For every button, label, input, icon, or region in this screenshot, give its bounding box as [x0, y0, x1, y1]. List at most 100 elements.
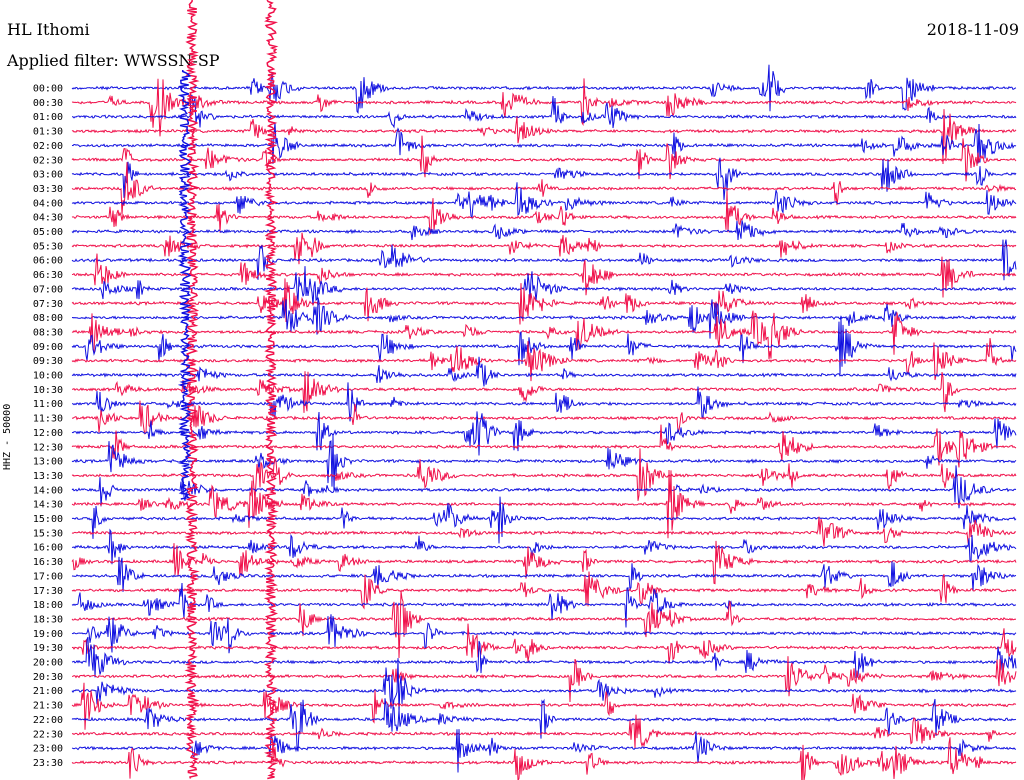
row-time-label: 08:00 — [33, 313, 63, 324]
trace-row-0530 — [71, 232, 1017, 265]
trace-row-1530 — [71, 516, 1017, 547]
trace-row-0500 — [71, 220, 1017, 241]
row-time-label: 19:00 — [33, 629, 63, 640]
trace-row-0930 — [71, 338, 1017, 382]
row-time-label: 12:00 — [33, 428, 63, 439]
row-time-label: 21:00 — [33, 686, 63, 697]
trace-row-1300 — [71, 435, 1017, 492]
row-time-label: 02:00 — [33, 141, 63, 152]
trace-row-2030 — [71, 656, 1017, 703]
trace-row-1900 — [71, 614, 1017, 654]
row-time-label: 13:00 — [33, 457, 63, 468]
trace-row-0230 — [71, 135, 1017, 182]
row-time-label: 04:00 — [33, 198, 63, 209]
row-time-label: 03:00 — [33, 170, 63, 181]
row-time-label: 12:30 — [33, 442, 63, 453]
row-time-label: 09:00 — [33, 342, 63, 353]
trace-row-1830 — [71, 591, 1017, 659]
row-time-label: 17:00 — [33, 571, 63, 582]
trace-row-1330 — [71, 448, 1017, 501]
row-time-label: 00:30 — [33, 98, 63, 109]
row-time-label: 23:30 — [33, 758, 63, 769]
trace-row-0700 — [71, 266, 1017, 306]
row-time-label: 09:30 — [33, 356, 63, 367]
event-streak — [263, 0, 279, 780]
date-label: 2018-11-09 — [926, 20, 1019, 39]
row-time-label: 18:30 — [33, 614, 63, 625]
trace-row-0100 — [72, 94, 1017, 129]
row-time-label: 16:00 — [33, 543, 63, 554]
trace-row-1400 — [71, 465, 1017, 509]
event-streak — [184, 0, 200, 779]
trace-row-2000 — [71, 636, 1017, 679]
trace-row-1500 — [71, 496, 1017, 544]
trace-row-0730 — [71, 278, 1017, 325]
row-time-label: 04:30 — [33, 213, 63, 224]
row-time-label: 23:00 — [33, 744, 63, 755]
station-title: HL Ithomi — [7, 20, 90, 39]
row-time-label: 02:30 — [33, 155, 63, 166]
row-time-label: 15:30 — [33, 528, 63, 539]
row-time-label: 10:00 — [33, 371, 63, 382]
row-time-label: 10:30 — [33, 385, 63, 396]
event-streak — [177, 69, 193, 500]
trace-row-0200 — [71, 122, 1017, 164]
trace-row-0630 — [71, 253, 1017, 298]
trace-row-0800 — [71, 297, 1017, 339]
trace-row-2330 — [71, 737, 1017, 780]
row-time-label: 01:30 — [33, 127, 63, 138]
row-time-label: 14:30 — [33, 500, 63, 511]
trace-row-1630 — [71, 540, 1017, 585]
row-time-label: 17:30 — [33, 586, 63, 597]
trace-row-2100 — [71, 658, 1017, 714]
row-time-label: 01:00 — [33, 112, 63, 123]
row-time-label: 18:00 — [33, 600, 63, 611]
filter-label: Applied filter: WWSSN-SP — [7, 51, 220, 70]
row-time-label: 11:30 — [33, 414, 63, 425]
trace-row-1000 — [71, 356, 1017, 387]
trace-row-1600 — [71, 528, 1017, 565]
trace-row-1430 — [71, 469, 1016, 539]
trace-row-2230 — [71, 714, 1017, 749]
trace-row-0400 — [71, 182, 1017, 220]
trace-row-1700 — [71, 556, 1017, 592]
row-time-label: 19:30 — [33, 643, 63, 654]
row-time-label: 20:00 — [33, 658, 63, 669]
row-time-label: 16:30 — [33, 557, 63, 568]
trace-row-0030 — [71, 78, 1017, 137]
trace-row-0600 — [71, 239, 1017, 281]
trace-row-0830 — [71, 310, 1017, 360]
trace-row-1230 — [71, 424, 1017, 468]
trace-row-2300 — [71, 729, 1017, 773]
trace-row-0330 — [71, 162, 1017, 215]
row-time-label: 11:00 — [33, 399, 63, 410]
row-time-label: 15:00 — [33, 514, 63, 525]
row-time-label: 07:00 — [33, 284, 63, 295]
row-time-label: 06:30 — [33, 270, 63, 281]
row-time-label: 13:30 — [33, 471, 63, 482]
row-time-label: 14:00 — [33, 485, 63, 496]
row-time-label: 00:00 — [33, 84, 63, 95]
trace-row-1030 — [72, 371, 1017, 413]
trace-row-2200 — [71, 698, 1017, 752]
trace-row-0300 — [71, 157, 1017, 200]
trace-row-0000 — [71, 64, 1017, 114]
row-time-label: 07:30 — [33, 299, 63, 310]
row-time-label: 06:00 — [33, 256, 63, 267]
row-time-label: 20:30 — [33, 672, 63, 683]
row-time-label: 22:00 — [33, 715, 63, 726]
trace-row-0430 — [71, 190, 1017, 236]
row-time-label: 03:30 — [33, 184, 63, 195]
trace-row-1200 — [71, 411, 1017, 456]
row-time-label: 08:30 — [33, 327, 63, 338]
row-time-label: 05:30 — [33, 241, 63, 252]
trace-row-0130 — [71, 109, 1017, 165]
trace-row-1730 — [71, 571, 1017, 610]
trace-row-1930 — [71, 623, 1017, 664]
trace-row-1100 — [72, 382, 1017, 422]
trace-row-1130 — [71, 400, 1017, 435]
row-time-label: 21:30 — [33, 701, 63, 712]
row-time-label: 05:00 — [33, 227, 63, 238]
row-time-label: 22:30 — [33, 729, 63, 740]
